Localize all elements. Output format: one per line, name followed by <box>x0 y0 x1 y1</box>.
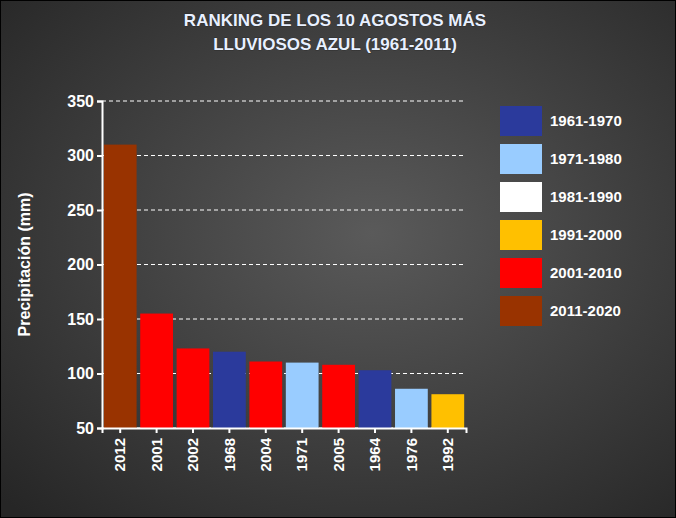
y-tick-label: 50 <box>76 420 94 437</box>
y-tick-label: 150 <box>67 311 94 328</box>
y-tick: 350 <box>67 93 102 110</box>
x-tick: 2012 <box>111 428 128 471</box>
y-tick-mark <box>97 155 102 157</box>
grid-line <box>102 210 466 211</box>
legend-label: 2001-2010 <box>550 264 622 281</box>
x-tick-label: 1971 <box>293 438 310 471</box>
bar <box>431 394 464 428</box>
x-tick: 2002 <box>184 428 201 471</box>
y-tick: 50 <box>76 420 102 437</box>
x-tick-label: 2004 <box>257 437 274 471</box>
x-tick-mark <box>338 428 340 433</box>
x-tick-mark <box>374 428 376 433</box>
y-tick: 100 <box>67 365 102 382</box>
legend-swatch <box>500 144 542 174</box>
y-tick-mark <box>97 101 102 103</box>
y-tick: 200 <box>67 256 102 273</box>
y-tick-label: 200 <box>67 256 94 273</box>
grid-line <box>102 264 466 265</box>
bar <box>213 352 246 428</box>
legend-swatch <box>500 106 542 136</box>
x-tick-label: 2005 <box>330 438 347 471</box>
x-tick: 2005 <box>330 428 347 471</box>
y-tick-mark <box>97 319 102 321</box>
y-tick-label: 300 <box>67 147 94 164</box>
legend-swatch <box>500 296 542 326</box>
x-tick-mark <box>410 428 412 433</box>
y-tick-mark <box>97 373 102 375</box>
y-tick-mark <box>97 210 102 212</box>
legend-swatch <box>500 182 542 212</box>
bar <box>140 314 173 428</box>
x-tick: 1971 <box>293 428 310 471</box>
y-tick: 300 <box>67 147 102 164</box>
legend-label: 1971-1980 <box>550 150 622 167</box>
grid <box>102 101 466 428</box>
x-tick: 1976 <box>403 428 420 471</box>
x-tick: 1968 <box>221 428 238 471</box>
x-tick-label: 2012 <box>111 438 128 471</box>
x-tick: 1964 <box>366 428 383 471</box>
bar <box>249 362 282 428</box>
x-tick: 2004 <box>257 428 274 471</box>
bar <box>322 365 355 428</box>
x-tick-label: 2001 <box>148 438 165 471</box>
x-tick-label: 1992 <box>439 438 456 471</box>
legend-label: 1961-1970 <box>550 112 622 129</box>
grid-line <box>102 101 466 102</box>
bars <box>104 145 464 428</box>
chart: 50 100 150 200 250 300 350 2012 2001 2002 1968 2004… <box>0 0 676 518</box>
x-tick-label: 1968 <box>221 438 238 471</box>
y-axis-title: Precipitación (mm) <box>16 192 33 336</box>
x-tick-mark <box>301 428 303 433</box>
background <box>0 0 676 518</box>
y-axis: 50 100 150 200 250 300 350 <box>67 93 102 437</box>
legend-label: 1981-1990 <box>550 188 622 205</box>
bar <box>359 370 392 428</box>
legend-label: 2011-2020 <box>550 302 621 319</box>
y-axis-line <box>97 102 103 429</box>
legend-swatch <box>500 258 542 288</box>
x-tick-mark <box>192 428 194 433</box>
x-tick-mark <box>447 428 449 433</box>
y-tick-mark <box>97 264 102 266</box>
x-tick-mark <box>228 428 230 433</box>
x-axis-line <box>103 429 467 434</box>
legend-label: 1991-2000 <box>550 226 622 243</box>
x-tick-mark <box>119 428 121 433</box>
x-tick-label: 1976 <box>403 438 420 471</box>
grid-line <box>102 155 466 156</box>
x-tick-label: 2002 <box>184 438 201 471</box>
bar <box>104 145 137 428</box>
bar <box>177 348 210 428</box>
x-axis: 2012 2001 2002 1968 2004 1971 2005 1964 1976 1992 <box>103 428 467 471</box>
legend: 1961-1970 1971-1980 1981-1990 1991-2000 2001… <box>500 106 622 326</box>
title: RANKING DE LOS 10 AGOSTOS MÁSLLUVIOSOS A… <box>184 11 486 54</box>
x-tick-label: 1964 <box>366 437 383 471</box>
y-tick: 250 <box>67 202 102 219</box>
y-tick: 150 <box>67 311 102 328</box>
y-tick-label: 350 <box>67 93 94 110</box>
legend-swatch <box>500 220 542 250</box>
bar <box>395 389 428 428</box>
bar <box>286 363 319 428</box>
y-tick-mark <box>97 428 102 430</box>
x-tick-mark <box>156 428 158 433</box>
y-tick-label: 100 <box>67 365 94 382</box>
x-tick: 2001 <box>148 428 165 471</box>
x-tick-mark <box>265 428 267 433</box>
x-tick: 1992 <box>439 428 456 471</box>
y-tick-label: 250 <box>67 202 94 219</box>
